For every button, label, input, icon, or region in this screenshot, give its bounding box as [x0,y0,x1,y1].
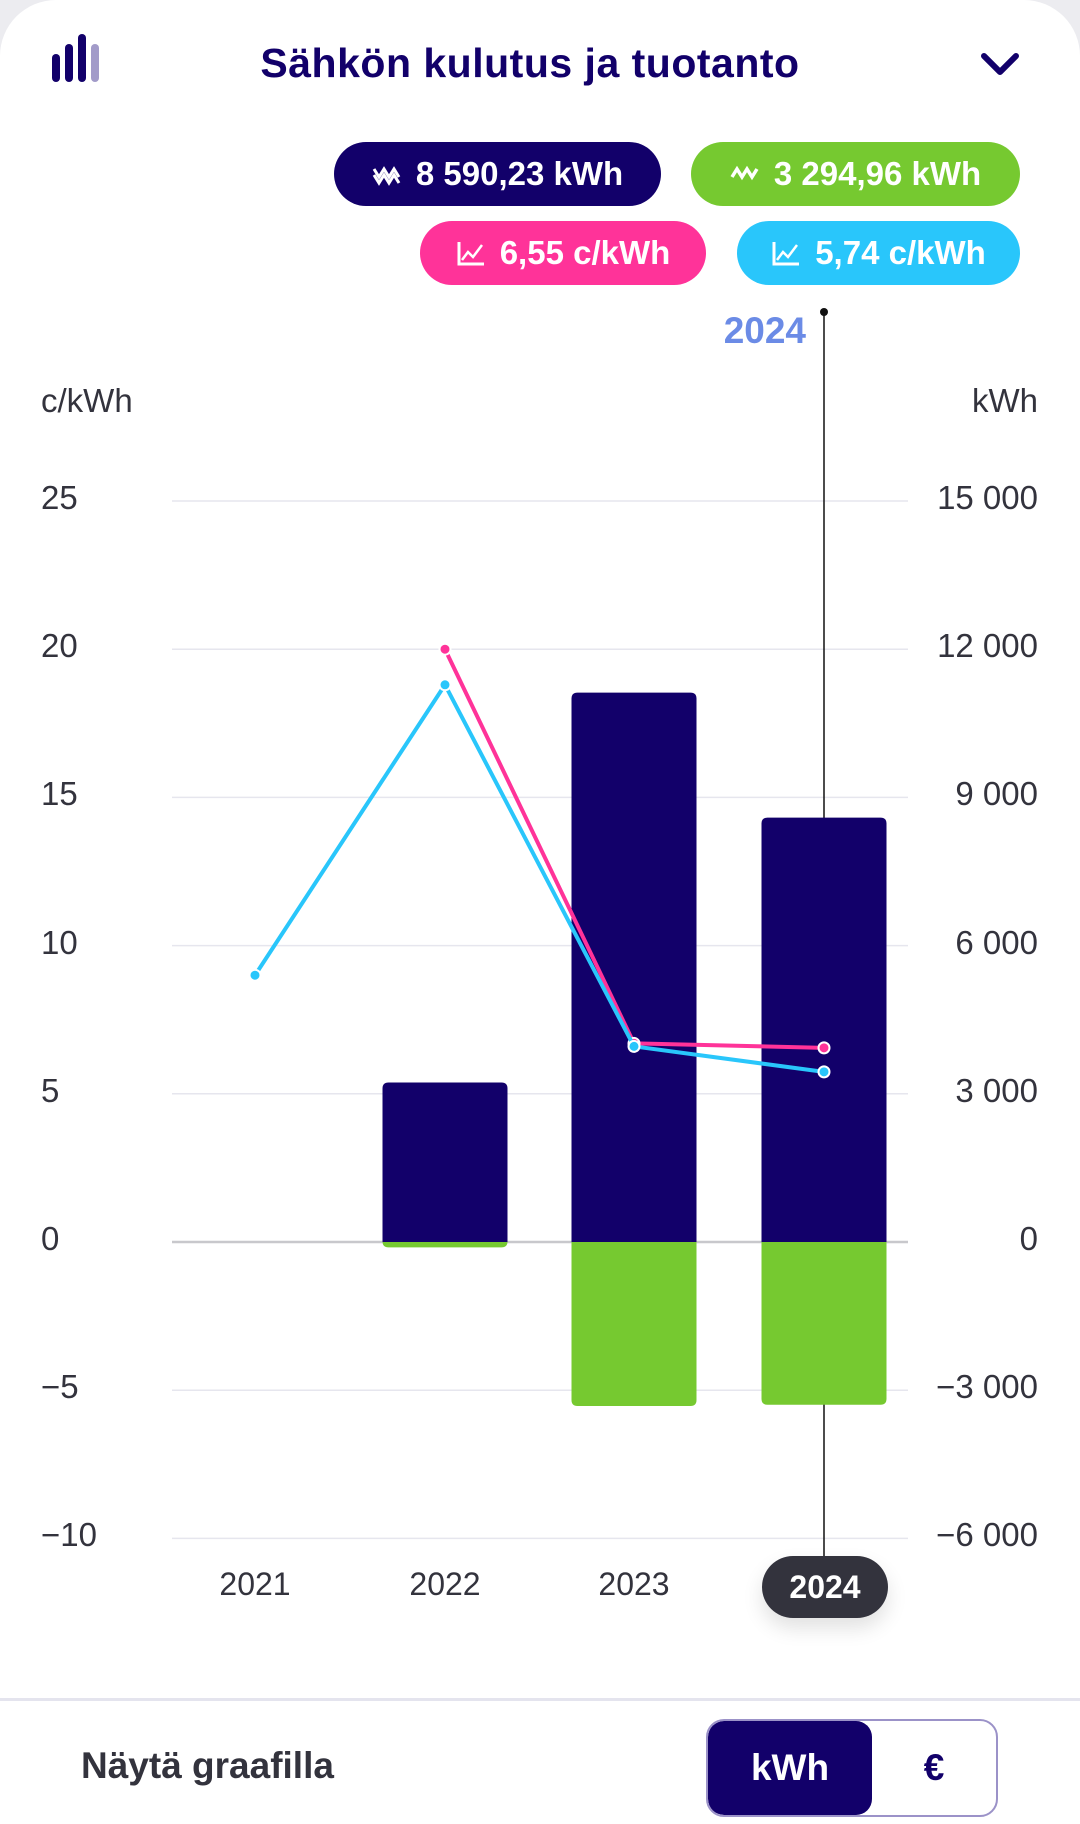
left-tick-label: 25 [41,479,78,516]
chart-plot[interactable] [0,0,1080,1700]
production-total: 3 294,96 kWh [773,155,982,192]
chart-title: Sähkön kulutus ja tuotanto [260,40,800,86]
unit-toggle[interactable]: kWh € [706,1719,998,1817]
x-tick-label[interactable]: 2021 [219,1566,291,1602]
consumption-price-badge[interactable]: 6,55 c/kWh [420,221,706,285]
production-price-line [253,682,825,1074]
production-total-badge[interactable]: 3 294,96 kWh [691,142,1020,206]
x-tick-label[interactable]: 2023 [598,1566,670,1602]
production-bar-2022 [382,1241,508,1248]
price-point [817,1041,831,1055]
price-point [248,968,262,982]
bar-chart-icon [52,34,99,82]
left-tick-label: 5 [41,1071,60,1109]
price-point [817,1065,831,1079]
chevron-down-icon[interactable] [980,52,1020,78]
left-tick-label: 20 [41,627,78,665]
consumption-price: 6,55 c/kWh [499,234,671,271]
consumption-bar-2023 [571,692,697,1242]
consumption-total-badge[interactable]: 8 590,23 kWh [334,142,661,206]
right-tick-label: 9 000 [955,775,1038,813]
right-tick-label: 15 000 [937,479,1038,516]
price-point [627,1039,641,1053]
left-tick-label: 15 [41,775,78,813]
production-wave-icon [730,165,759,181]
right-axis-label: kWh [972,382,1038,419]
left-tick-label: 0 [41,1220,60,1257]
price-point [438,678,452,692]
show-on-chart-label: Näytä graafilla [81,1745,334,1786]
left-tick-label: −5 [41,1368,79,1406]
x-tick-label[interactable]: 2022 [409,1566,481,1602]
selected-year-pill[interactable]: 2024 [762,1556,888,1618]
selection-marker [820,308,828,316]
right-tick-label: −3 000 [936,1368,1038,1406]
consumption-bar-2024 [761,817,887,1242]
line-chart-icon [457,242,484,266]
consumption-bar-2022 [382,1082,508,1242]
right-tick-label: −6 000 [936,1516,1038,1554]
production-bar-2023 [571,1242,697,1407]
left-tick-label: −10 [41,1516,97,1554]
price-point [438,642,452,656]
left-axis-label: c/kWh [41,382,133,419]
right-tick-label: 0 [1019,1220,1038,1257]
right-tick-label: 3 000 [955,1071,1038,1109]
unit-euro-option[interactable]: € [923,1747,945,1788]
production-price-badge[interactable]: 5,74 c/kWh [737,221,1020,285]
unit-kwh-option[interactable]: kWh [708,1721,872,1815]
production-bar-2024 [761,1242,887,1405]
divider [0,1698,1080,1701]
selected-year-label: 2024 [723,310,806,351]
line-chart-icon [772,242,800,266]
left-tick-label: 10 [41,923,78,961]
right-tick-label: 6 000 [955,923,1038,961]
consumption-total: 8 590,23 kWh [415,155,624,192]
right-tick-label: 12 000 [937,627,1038,665]
consumption-wave-icon [372,166,401,186]
production-price: 5,74 c/kWh [815,234,986,271]
